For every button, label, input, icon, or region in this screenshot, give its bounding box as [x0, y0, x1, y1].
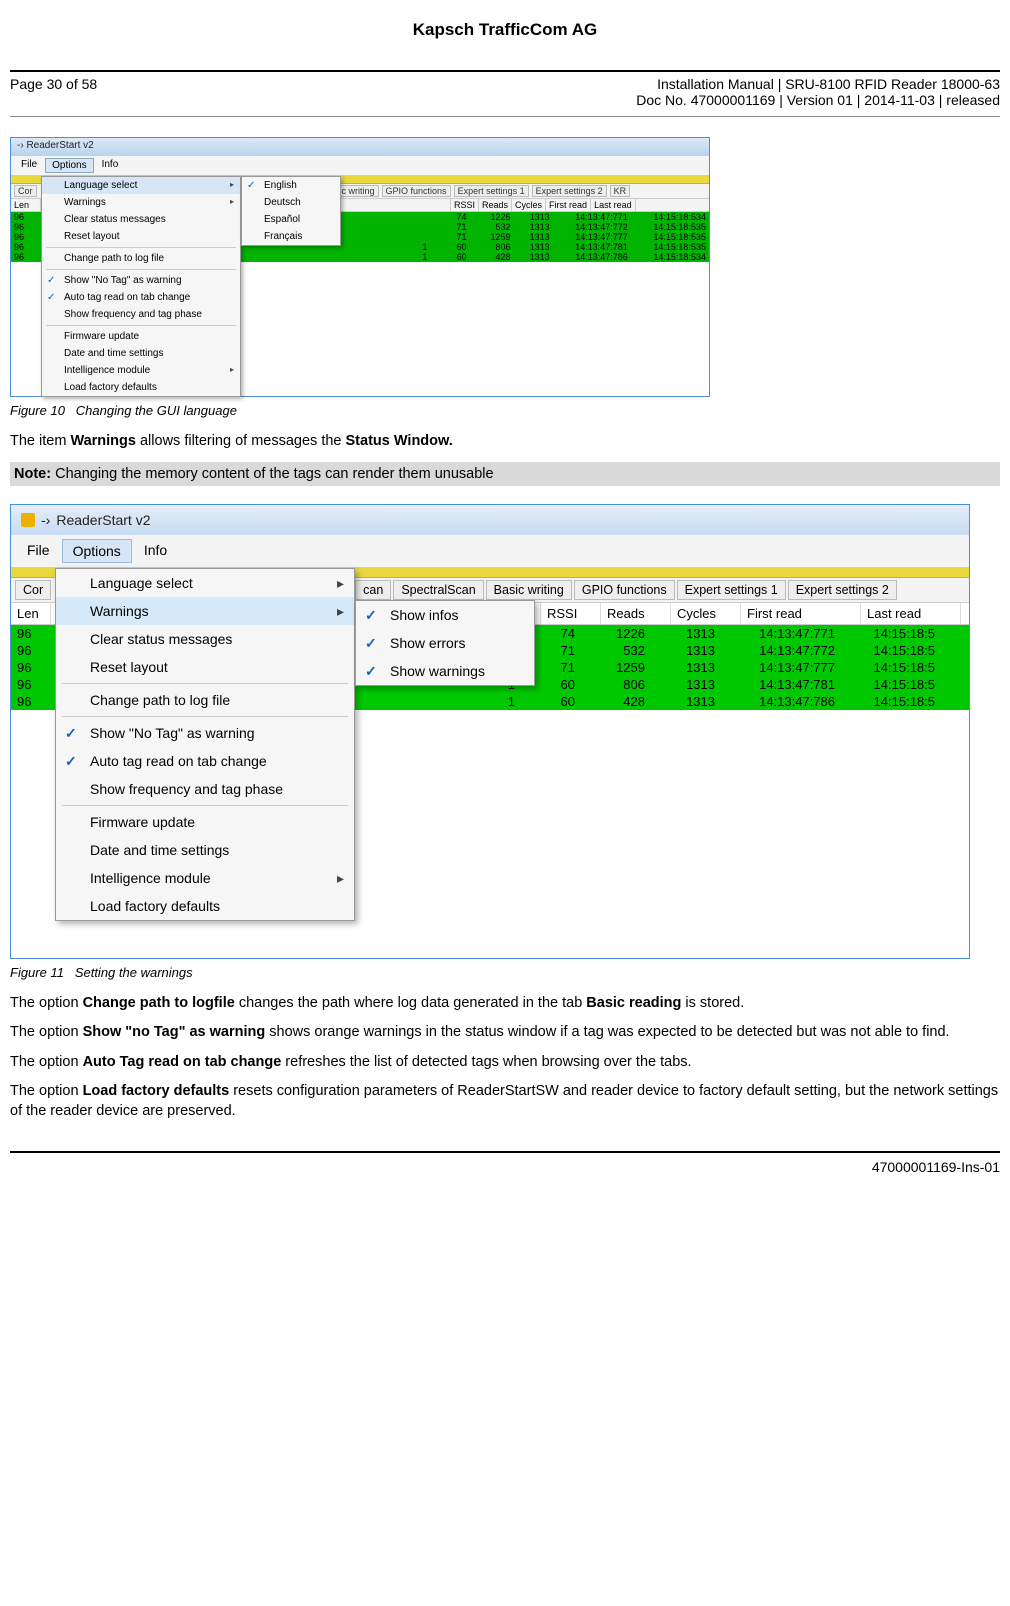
company-title: Kapsch TrafficCom AG — [10, 20, 1000, 40]
mi-lang-es[interactable]: Español — [242, 211, 340, 228]
mi-lang-en[interactable]: English — [242, 177, 340, 194]
tab[interactable]: GPIO functions — [382, 185, 451, 197]
menu-options[interactable]: Options — [45, 158, 93, 173]
mi-lang-de[interactable]: Deutsch — [242, 194, 340, 211]
options-dropdown-2: Language select Warnings Clear status me… — [55, 568, 355, 921]
menu-options[interactable]: Options — [62, 539, 132, 563]
figure-10-screenshot: -› ReaderStart v2 File Options Info Cor … — [10, 137, 1000, 397]
tab[interactable]: KR — [610, 185, 631, 197]
mi-load-factory[interactable]: Load factory defaults — [42, 379, 240, 396]
window-titlebar-2: -› ReaderStart v2 — [11, 505, 969, 535]
menu-file[interactable]: File — [17, 539, 60, 563]
mi-change-path[interactable]: Change path to log file — [42, 250, 240, 267]
menubar-1: File Options Info — [11, 156, 709, 176]
mi-clear-status[interactable]: Clear status messages — [56, 625, 354, 653]
mi-lang-fr[interactable]: Français — [242, 228, 340, 245]
mi-show-warnings[interactable]: Show warnings — [356, 657, 534, 685]
mi-language-select[interactable]: Language select — [56, 569, 354, 597]
mi-show-errors[interactable]: Show errors — [356, 629, 534, 657]
tab[interactable]: Expert settings 1 — [454, 185, 529, 197]
para-auto-tag: The option Auto Tag read on tab change r… — [10, 1053, 1000, 1073]
mi-language-select[interactable]: Language select — [42, 177, 240, 194]
menu-file[interactable]: File — [15, 158, 43, 173]
options-dropdown-1: Language select Warnings Clear status me… — [41, 176, 241, 397]
doc-header: Page 30 of 58 Installation Manual | SRU-… — [10, 70, 1000, 117]
tab[interactable]: can — [355, 580, 391, 600]
menubar-2: File Options Info — [11, 535, 969, 568]
mi-show-freq[interactable]: Show frequency and tag phase — [56, 775, 354, 803]
mi-date-time[interactable]: Date and time settings — [42, 345, 240, 362]
mi-change-path[interactable]: Change path to log file — [56, 686, 354, 714]
para-show-no-tag: The option Show "no Tag" as warning show… — [10, 1023, 1000, 1043]
mi-clear-status[interactable]: Clear status messages — [42, 211, 240, 228]
tab[interactable]: Basic writing — [486, 580, 572, 600]
mi-show-freq[interactable]: Show frequency and tag phase — [42, 306, 240, 323]
para-load-factory: The option Load factory defaults resets … — [10, 1082, 1000, 1121]
mi-firmware[interactable]: Firmware update — [56, 808, 354, 836]
mi-firmware[interactable]: Firmware update — [42, 328, 240, 345]
mi-show-infos[interactable]: Show infos — [356, 601, 534, 629]
tab[interactable]: Expert settings 2 — [532, 185, 607, 197]
mi-reset-layout[interactable]: Reset layout — [42, 228, 240, 245]
footer: 47000001169-Ins-01 — [10, 1151, 1000, 1175]
tab[interactable]: Cor — [14, 185, 37, 197]
mi-warnings[interactable]: Warnings — [42, 194, 240, 211]
figure-10-caption: Figure 10 Changing the GUI language — [10, 403, 1000, 418]
mi-auto-tag[interactable]: Auto tag read on tab change — [56, 747, 354, 775]
mi-show-no-tag[interactable]: Show "No Tag" as warning — [42, 272, 240, 289]
figure-11-caption: Figure 11 Setting the warnings — [10, 965, 1000, 980]
tab[interactable]: SpectralScan — [393, 580, 483, 600]
mi-warnings[interactable]: Warnings — [56, 597, 354, 625]
tab[interactable]: Cor — [15, 580, 51, 600]
tab[interactable]: GPIO functions — [574, 580, 675, 600]
para-change-path: The option Change path to logfile change… — [10, 994, 1000, 1014]
para-warnings: The item Warnings allows filtering of me… — [10, 432, 1000, 452]
page-number: Page 30 of 58 — [10, 76, 97, 108]
tab[interactable]: Expert settings 2 — [788, 580, 897, 600]
mi-show-no-tag[interactable]: Show "No Tag" as warning — [56, 719, 354, 747]
tab[interactable]: Expert settings 1 — [677, 580, 786, 600]
mi-date-time[interactable]: Date and time settings — [56, 836, 354, 864]
mi-reset-layout[interactable]: Reset layout — [56, 653, 354, 681]
warnings-submenu: Show infos Show errors Show warnings — [355, 600, 535, 686]
mi-intelligence[interactable]: Intelligence module — [42, 362, 240, 379]
menu-info[interactable]: Info — [96, 158, 125, 173]
app-icon — [21, 513, 35, 527]
menu-info[interactable]: Info — [134, 539, 177, 563]
mi-load-factory[interactable]: Load factory defaults — [56, 892, 354, 920]
mi-auto-tag[interactable]: Auto tag read on tab change — [42, 289, 240, 306]
note-block: Note: Changing the memory content of the… — [10, 462, 1000, 486]
language-submenu: English Deutsch Español Français — [241, 176, 341, 246]
window-titlebar-1: -› ReaderStart v2 — [11, 138, 709, 156]
mi-intelligence[interactable]: Intelligence module — [56, 864, 354, 892]
figure-11-screenshot: -› ReaderStart v2 File Options Info Cor … — [10, 504, 1000, 959]
tab[interactable]: c writing — [338, 185, 379, 197]
header-line1: Installation Manual | SRU-8100 RFID Read… — [636, 76, 1000, 92]
header-line2: Doc No. 47000001169 | Version 01 | 2014-… — [636, 92, 1000, 108]
